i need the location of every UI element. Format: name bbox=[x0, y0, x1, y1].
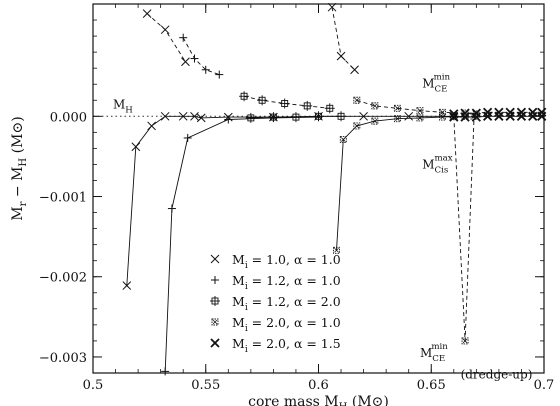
axis-ticks: 0.5 0.55 0.6 0.65 0.7 0.000 −0.001 −0.002 −0.003 bbox=[39, 4, 554, 393]
series-1-point bbox=[350, 65, 359, 75]
legend-label-1: Mi = 1.0, α = 1.0 bbox=[232, 252, 341, 271]
series-3-point bbox=[239, 91, 250, 102]
series-1-point bbox=[147, 121, 156, 131]
legend-label-3: Mi = 1.2, α = 2.0 bbox=[232, 294, 341, 313]
series-3-point bbox=[302, 100, 313, 111]
series-5-point bbox=[449, 109, 459, 119]
series-3-curve-2 bbox=[244, 95, 330, 109]
series-5-point bbox=[482, 111, 493, 121]
series-4-curve-3 bbox=[453, 116, 475, 341]
series-1-point bbox=[359, 111, 368, 121]
annotations: MCEmin MCismax MCEmin (dredge-up) bbox=[420, 72, 532, 381]
series-5-point bbox=[494, 111, 504, 121]
series-4-curve-2 bbox=[356, 99, 477, 115]
legend-marker-3 bbox=[210, 296, 220, 306]
y-tick-label: −0.003 bbox=[39, 351, 87, 366]
y-tick-label: −0.002 bbox=[39, 271, 87, 286]
x-tick-label: 0.5 bbox=[83, 378, 104, 393]
series-4-point bbox=[416, 114, 424, 122]
series-2-curve-1 bbox=[164, 116, 319, 372]
series-4-point bbox=[353, 96, 361, 104]
series-4-point bbox=[353, 122, 361, 130]
legend-label-5: Mi = 2.0, α = 1.5 bbox=[232, 336, 341, 355]
series-4-point bbox=[371, 117, 379, 125]
y-axis-label: Mr − MH (M⊙) bbox=[10, 116, 29, 220]
series-4-point bbox=[371, 102, 379, 110]
annotation-2: MCismax bbox=[422, 153, 453, 175]
series-2-point bbox=[201, 65, 210, 74]
series-1-point bbox=[178, 111, 188, 121]
series-1-point bbox=[122, 281, 132, 290]
series-5-point bbox=[471, 108, 481, 118]
series-4-point bbox=[416, 107, 424, 115]
series-3-point bbox=[313, 111, 324, 122]
x-tick-label: 0.65 bbox=[417, 378, 446, 393]
x-tick-label: 0.7 bbox=[534, 378, 555, 393]
series-1-point bbox=[142, 9, 152, 18]
series-2-point bbox=[224, 115, 233, 124]
series-5-point bbox=[505, 111, 515, 121]
series-3-point bbox=[324, 103, 335, 114]
series-1-point bbox=[160, 111, 170, 121]
series-5-point bbox=[460, 112, 470, 122]
reference-line-label: MH bbox=[113, 97, 133, 115]
series-5-point bbox=[528, 107, 538, 117]
series-3-point bbox=[245, 112, 256, 123]
legend-label-2: Mi = 1.2, α = 1.0 bbox=[232, 273, 341, 292]
series-5-point bbox=[516, 111, 527, 121]
series-4-point bbox=[339, 136, 347, 144]
series-1-point bbox=[404, 111, 414, 121]
x-tick-label: 0.55 bbox=[191, 378, 220, 393]
series-2-point bbox=[167, 204, 176, 213]
series-1-point bbox=[131, 142, 141, 152]
series-4-curve-1 bbox=[336, 115, 466, 251]
series-1-point bbox=[181, 57, 190, 67]
series-4-point bbox=[439, 108, 446, 116]
legend-marker-1 bbox=[210, 254, 220, 264]
series-5-point bbox=[482, 107, 493, 117]
series-1-point bbox=[160, 25, 170, 35]
series-5-point bbox=[528, 111, 538, 121]
annotation-3: MCEmin bbox=[420, 342, 448, 364]
series-4-point bbox=[393, 104, 401, 112]
series-5-point bbox=[494, 107, 504, 117]
legend: Mi = 1.0, α = 1.0 Mi = 1.2, α = 1.0 Mi = 1… bbox=[210, 252, 341, 355]
series-1-point bbox=[190, 111, 199, 121]
series-1-point bbox=[196, 113, 206, 123]
axis-labels: core mass MH (M⊙) Mr − MH (M⊙) bbox=[10, 116, 389, 406]
annotation-1: MCEmin bbox=[422, 72, 450, 94]
series-5-point bbox=[516, 107, 527, 117]
series-1-point bbox=[336, 51, 346, 61]
series-3-point bbox=[279, 98, 290, 109]
series-2-point bbox=[179, 33, 188, 42]
series-2-curve-2 bbox=[182, 37, 220, 76]
series-2-point bbox=[183, 133, 192, 142]
series-5-point bbox=[505, 107, 515, 117]
series-5-point bbox=[460, 108, 470, 118]
series-4-point bbox=[333, 246, 340, 254]
series-2-point bbox=[161, 367, 170, 376]
series-3-point bbox=[290, 112, 301, 123]
series-1-curve-3 bbox=[331, 7, 355, 71]
x-tick-label: 0.6 bbox=[308, 378, 329, 393]
annotation-4: (dredge-up) bbox=[461, 368, 533, 382]
series-2-point bbox=[190, 54, 199, 63]
series-5-point bbox=[471, 112, 481, 122]
series-4-point bbox=[439, 113, 446, 121]
y-tick-label: −0.001 bbox=[39, 191, 87, 206]
series-3-point bbox=[336, 111, 347, 122]
series-3-point bbox=[257, 95, 268, 106]
series-4-point bbox=[461, 337, 469, 345]
legend-marker-2 bbox=[211, 276, 219, 284]
series-4-point bbox=[393, 115, 401, 123]
legend-marker-5 bbox=[210, 338, 220, 348]
series-5-point bbox=[449, 112, 459, 122]
series-2-point bbox=[215, 70, 224, 79]
x-axis-label: core mass MH (M⊙) bbox=[248, 394, 389, 406]
legend-marker-4 bbox=[211, 318, 219, 326]
legend-label-4: Mi = 2.0, α = 1.0 bbox=[232, 315, 341, 334]
y-tick-label: 0.000 bbox=[50, 110, 87, 125]
series-3-point bbox=[268, 112, 279, 123]
